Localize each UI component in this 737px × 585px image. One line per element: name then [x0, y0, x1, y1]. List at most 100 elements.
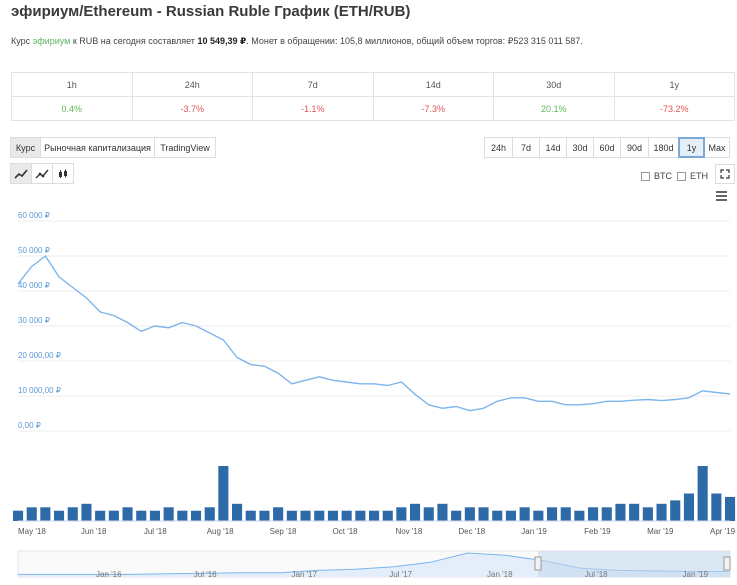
volume-bar [40, 507, 51, 522]
change-value: -7.3% [372, 96, 494, 121]
volume-bar [451, 510, 462, 521]
volume-bar [437, 503, 448, 521]
fullscreen-button[interactable] [715, 164, 735, 184]
x-tick-label: Feb '19 [584, 527, 611, 536]
volume-bar [711, 493, 722, 521]
navigator-handle-left [534, 556, 542, 571]
period-header: 24h [131, 72, 253, 97]
chart-tabs: Курс Рыночная капитализация TradingView [10, 137, 216, 158]
volume-bar [191, 510, 202, 521]
compare-label: ETH [690, 171, 708, 181]
desc-suffix: . Монет в обращении: 105,8 миллионов, об… [246, 36, 583, 46]
range-180d-button[interactable]: 180d [648, 137, 679, 158]
volume-bar [642, 507, 653, 522]
volume-bar [218, 466, 229, 521]
volume-bar [629, 503, 640, 521]
price-change-table: 1h 24h 7d 14d 30d 1y 0.4% -3.7% -1.1% -7… [11, 72, 735, 121]
x-tick-label: Aug '18 [207, 527, 234, 536]
coin-link[interactable]: эфириум [32, 36, 71, 46]
change-value: 0.4% [11, 96, 133, 121]
candlestick-button[interactable] [52, 163, 74, 184]
x-tick-label: Jan '19 [521, 527, 547, 536]
volume-bar [245, 510, 256, 521]
period-header: 1y [613, 72, 735, 97]
y-tick-label: 0,00 ₽ [18, 421, 41, 430]
volume-bar [574, 510, 585, 521]
compare-eth-checkbox[interactable]: ETH [677, 171, 708, 181]
volume-bar [26, 507, 37, 522]
navigator-tick-label: Jul '16 [194, 570, 217, 579]
navigator-tick-label: Jan '16 [96, 570, 122, 579]
volume-bar [108, 510, 119, 521]
range-24h-button[interactable]: 24h [484, 137, 513, 158]
change-value: -3.7% [131, 96, 253, 121]
volume-bar [519, 507, 530, 522]
range-1y-button[interactable]: 1y [678, 137, 705, 158]
volume-bar [547, 507, 558, 522]
volume-bar [492, 510, 503, 521]
volume-bar [369, 510, 380, 521]
navigator-tick-label: Jan '19 [683, 570, 709, 579]
y-tick-label: 30 000 ₽ [18, 316, 50, 325]
compare-btc-checkbox[interactable]: BTC [641, 171, 672, 181]
volume-bar [615, 503, 626, 521]
volume-bar [656, 503, 667, 521]
volume-bar [355, 510, 366, 521]
volume-bar [177, 510, 188, 521]
line-markers-button[interactable] [31, 163, 53, 184]
volume-bar [314, 510, 325, 521]
y-tick-label: 20 000,00 ₽ [18, 351, 61, 360]
y-tick-label: 60 000 ₽ [18, 211, 50, 220]
line-chart-icon [14, 168, 28, 179]
navigator-tick-label: Jul '18 [585, 570, 608, 579]
navigator-handle-right [723, 556, 731, 571]
y-tick-label: 50 000 ₽ [18, 246, 50, 255]
range-30d-button[interactable]: 30d [566, 137, 594, 158]
checkbox-box[interactable] [677, 171, 686, 181]
volume-bar [54, 510, 65, 521]
volume-bar [13, 510, 24, 521]
x-tick-label: Apr '19 [710, 527, 736, 536]
tab-tradingview[interactable]: TradingView [154, 137, 216, 158]
volume-bar [423, 507, 434, 522]
volume-bar [273, 507, 284, 522]
volume-bar [588, 507, 599, 522]
navigator-tick-label: Jul '17 [389, 570, 412, 579]
volume-bar [136, 510, 147, 521]
navigator-tick-label: Jan '17 [292, 570, 318, 579]
volume-bar [725, 496, 736, 521]
volume-bar [232, 503, 243, 521]
volume-bar [341, 510, 352, 521]
change-value: -73.2% [613, 96, 735, 121]
change-value: -1.1% [252, 96, 374, 121]
volume-bar [259, 510, 270, 521]
volume-bar [163, 507, 174, 522]
range-max-button[interactable]: Max [704, 137, 730, 158]
volume-bar [122, 507, 133, 522]
volume-bar [95, 510, 106, 521]
volume-bar [382, 510, 393, 521]
line-markers-icon [35, 169, 49, 178]
chart-type-selector [10, 163, 74, 184]
x-tick-label: Nov '18 [395, 527, 422, 536]
x-tick-label: Mar '19 [647, 527, 674, 536]
checkbox-box[interactable] [641, 171, 650, 181]
volume-bar [327, 510, 338, 521]
volume-bar [533, 510, 544, 521]
chart-menu-icon[interactable] [716, 191, 727, 201]
x-tick-label: Oct '18 [333, 527, 359, 536]
x-tick-label: Sep '18 [270, 527, 297, 536]
volume-bar [670, 500, 681, 521]
expand-icon [720, 169, 730, 179]
current-price: 10 549,39 ₽ [197, 36, 247, 46]
volume-bar [478, 507, 489, 522]
volume-bar [505, 510, 516, 521]
compare-label: BTC [654, 171, 672, 181]
y-tick-label: 40 000 ₽ [18, 281, 50, 290]
navigator-selection [538, 551, 730, 577]
x-tick-label: Jul '18 [144, 527, 167, 536]
volume-bar [286, 510, 297, 521]
volume-bar [697, 466, 708, 521]
volume-bar [81, 503, 92, 521]
